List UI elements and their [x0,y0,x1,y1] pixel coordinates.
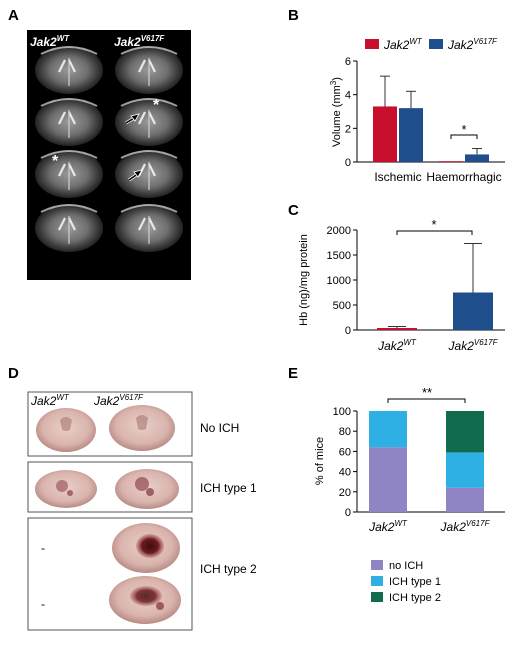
x-tick-label: Jak2WT [368,519,408,534]
significance-marker: * [431,217,436,232]
y-axis-label: Hb (ng)/mg protein [298,234,310,326]
bar [399,108,423,162]
significance-bracket [387,398,466,403]
panel-e-chart: 0 20 40 60 80 100 % of mice Jak2WT Jak2V617F no I… [314,385,505,604]
bar [439,161,463,162]
legend-swatch-wt [365,39,379,49]
brain-slice [109,405,175,451]
mri-col-label-v617f-base: Jak2 [114,35,141,49]
legend-label: ICH type 1 [389,576,441,588]
x-tick-label: Jak2V617F [440,519,491,534]
legend-label: no ICH [389,560,423,572]
legend-swatch [371,576,383,586]
y-tick-label: 1000 [327,275,351,287]
x-tick-label: Ischemic [374,170,421,184]
legend: no ICH ICH type 1 ICH type 2 [371,560,441,604]
panel-a-letter: A [8,7,19,24]
y-tick-label: 80 [339,426,351,438]
mri-col-label-wt-sup: WT [57,34,71,43]
significance-marker: * [461,122,466,137]
panel-d-slices: Jak2WT Jak2V617F - - [27,391,257,631]
mri-col-label-wt-base: Jak2 [30,35,57,49]
legend-swatch [371,560,383,570]
bar [377,328,417,330]
x-tick-label: Haemorrhagic [426,170,501,184]
mri-col-label-v617f-sup: V617F [141,34,166,43]
bar-segment [446,411,484,453]
y-axis-label: % of mice [314,437,326,485]
mri-brain [35,204,103,252]
brain-slice [36,408,96,452]
bar [453,292,493,330]
row-label-no-ich: No ICH [200,421,239,435]
y-tick-label: 0 [345,157,351,169]
svg-text:Jak2V617F: Jak2V617F [114,34,165,49]
row-label-ich-type-1: ICH type 1 [200,481,257,495]
mri-brain [115,98,183,146]
panel-c-chart: 0 500 1000 1500 2000 Hb (ng)/mg protein Jak2WT… [298,217,505,353]
legend-label-wt: Jak2WT [383,37,423,52]
arrow-icon [128,169,143,182]
panel-e-letter: E [288,365,298,382]
y-tick-label: 40 [339,467,351,479]
row-label-ich-type-2: ICH type 2 [200,562,257,576]
y-tick-label: 0 [345,325,351,337]
legend-label-v617f: Jak2V617F [447,37,498,52]
significance-bracket [450,134,478,139]
slice-col-label-v617f: Jak2V617F [93,393,144,408]
y-tick-label: 1500 [327,250,351,262]
no-image-dash: - [41,597,45,611]
y-axis-label: Volume (mm3) [329,77,343,147]
y-tick-label: 100 [333,406,351,418]
no-image-dash: - [41,541,45,555]
x-tick-label: Jak2WT [377,338,417,353]
arrow-icon [125,113,140,125]
legend-swatch [371,592,383,602]
bar-segment [369,411,407,448]
mri-brain [35,98,103,146]
mri-brain [115,204,183,252]
mri-brain [115,46,183,94]
panel-d-letter: D [8,365,19,382]
panel-b-chart: Jak2WT Jak2V617F Volume (mm3) 0 2 4 6 Ischem… [329,37,505,184]
panel-a-mri: Jak2WT Jak2V617F * * [27,30,191,280]
mri-brain [35,150,103,198]
bar-segment [446,452,484,488]
bar-segment [446,487,484,512]
svg-text:Jak2WT: Jak2WT [30,34,70,49]
brain-slice [112,523,180,573]
y-tick-label: 6 [345,56,351,68]
y-tick-label: 4 [345,90,351,102]
panel-c-letter: C [288,202,299,219]
y-tick-label: 0 [345,507,351,519]
brain-slice [35,470,97,508]
y-tick-label: 2 [345,123,351,135]
legend: Jak2WT Jak2V617F [365,37,498,52]
legend-label: ICH type 2 [389,592,441,604]
y-tick-label: 2000 [327,225,351,237]
bar [465,154,489,162]
significance-bracket [396,230,473,235]
significance-marker: ** [422,385,432,400]
mri-brain [35,46,103,94]
y-tick-label: 20 [339,487,351,499]
y-tick-label: 60 [339,446,351,458]
legend-swatch-v617f [429,39,443,49]
bar-segment [369,447,407,512]
y-tick-label: 500 [333,300,351,312]
slice-col-label-wt: Jak2WT [30,393,70,408]
brain-slice [115,469,179,509]
bar [373,106,397,162]
mri-brain [115,150,183,198]
panel-b-letter: B [288,7,299,24]
lesion-asterisk: * [52,153,59,170]
lesion-asterisk: * [153,97,160,114]
x-tick-label: Jak2V617F [448,338,499,353]
brain-slice [109,576,181,624]
